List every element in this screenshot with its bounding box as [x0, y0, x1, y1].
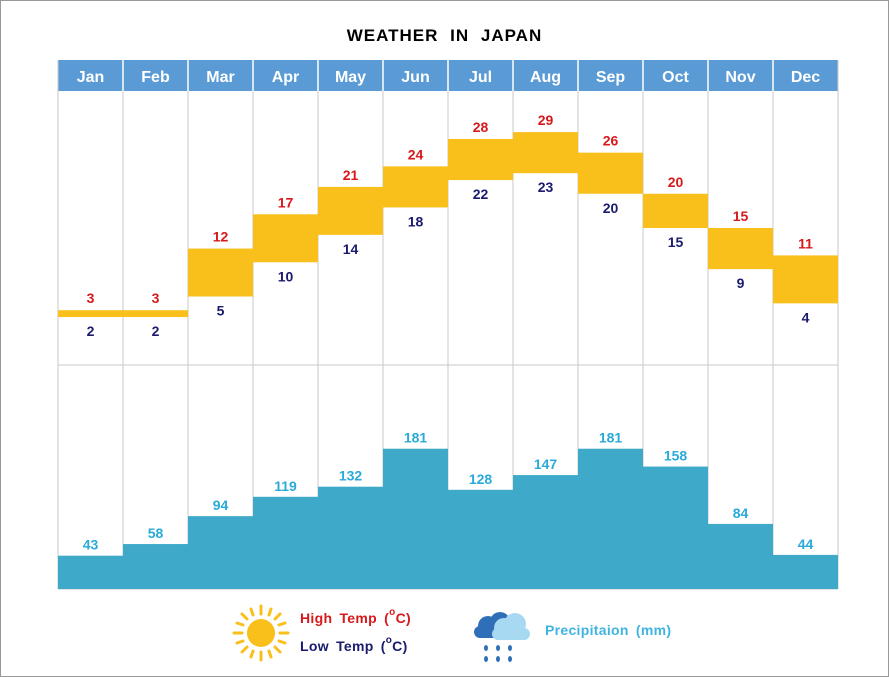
precip-label: 44 — [798, 536, 814, 552]
legend-precipitation: Precipitaion (mm) — [545, 622, 672, 638]
temp-range-bar — [318, 186, 383, 235]
precip-label: 119 — [274, 478, 297, 494]
high-temp-label: 24 — [408, 146, 424, 162]
high-temp-label: 15 — [733, 208, 749, 224]
precip-label: 43 — [83, 537, 99, 553]
legend-low-temp: Low Temp (oC) — [300, 635, 408, 654]
precip-bar — [123, 544, 188, 589]
month-label-sep: Sep — [596, 69, 626, 86]
precip-label: 132 — [339, 468, 363, 484]
low-temp-label: 9 — [737, 275, 745, 291]
sun-icon — [232, 604, 290, 662]
temp-range-bar — [58, 310, 123, 318]
precip-bar — [708, 523, 773, 589]
high-temp-label: 17 — [278, 194, 294, 210]
temp-range-bar — [123, 310, 188, 318]
month-label-jul: Jul — [469, 69, 492, 86]
temp-range-bar — [773, 255, 838, 304]
low-temp-label: 18 — [408, 213, 424, 229]
month-label-mar: Mar — [206, 69, 234, 86]
precip-label: 58 — [148, 525, 164, 541]
precip-bar — [578, 448, 643, 589]
high-temp-label: 12 — [213, 229, 229, 245]
high-temp-label: 3 — [152, 290, 160, 306]
precip-bar — [253, 496, 318, 589]
temp-range-bar — [448, 138, 513, 181]
high-temp-label: 28 — [473, 119, 489, 135]
temp-range-bar — [383, 166, 448, 208]
low-temp-label: 23 — [538, 179, 554, 195]
month-label-feb: Feb — [141, 69, 170, 86]
temp-range-bar — [188, 248, 253, 297]
precip-label: 158 — [664, 448, 688, 464]
precip-bar — [513, 475, 578, 589]
precip-label: 84 — [733, 505, 749, 521]
low-temp-label: 10 — [278, 268, 294, 284]
precip-label: 128 — [469, 471, 493, 487]
high-temp-label: 11 — [798, 235, 813, 251]
high-temp-label: 26 — [603, 133, 619, 149]
low-temp-label: 5 — [217, 303, 225, 319]
precip-bar — [188, 516, 253, 589]
month-label-jan: Jan — [77, 69, 105, 86]
month-label-dec: Dec — [791, 69, 820, 86]
rain-cloud-icon — [474, 612, 530, 662]
temp-range-bar — [253, 214, 318, 263]
month-label-may: May — [335, 69, 366, 86]
high-temp-label: 21 — [343, 167, 359, 183]
low-temp-label: 2 — [87, 323, 95, 339]
precip-label: 181 — [599, 430, 623, 446]
chart-title: WEATHER IN JAPAN — [346, 26, 543, 45]
high-temp-label: 29 — [538, 112, 554, 128]
precip-bar — [448, 489, 513, 589]
precip-label: 94 — [213, 497, 229, 513]
low-temp-label: 22 — [473, 186, 489, 202]
legend-high-temp: High Temp (oC) — [300, 607, 411, 626]
month-label-oct: Oct — [662, 69, 689, 86]
precip-label: 147 — [534, 456, 558, 472]
low-temp-label: 14 — [343, 241, 359, 257]
precip-label: 181 — [404, 430, 428, 446]
temp-range-bar — [643, 193, 708, 228]
temp-range-bar — [578, 152, 643, 194]
low-temp-label: 15 — [668, 234, 684, 250]
precip-bar — [643, 466, 708, 589]
precip-bar — [58, 555, 123, 589]
month-label-jun: Jun — [401, 69, 429, 86]
temp-range-bar — [513, 132, 578, 174]
low-temp-label: 4 — [802, 309, 810, 325]
precip-bar — [383, 448, 448, 589]
high-temp-label: 3 — [87, 290, 95, 306]
temp-range-bar — [708, 228, 773, 270]
low-temp-label: 20 — [603, 200, 619, 216]
month-label-apr: Apr — [272, 69, 300, 86]
month-label-nov: Nov — [725, 69, 755, 86]
low-temp-label: 2 — [152, 323, 160, 339]
month-label-aug: Aug — [530, 69, 561, 86]
precip-bar — [773, 554, 838, 589]
precip-bar — [318, 486, 383, 589]
high-temp-label: 20 — [668, 174, 684, 190]
